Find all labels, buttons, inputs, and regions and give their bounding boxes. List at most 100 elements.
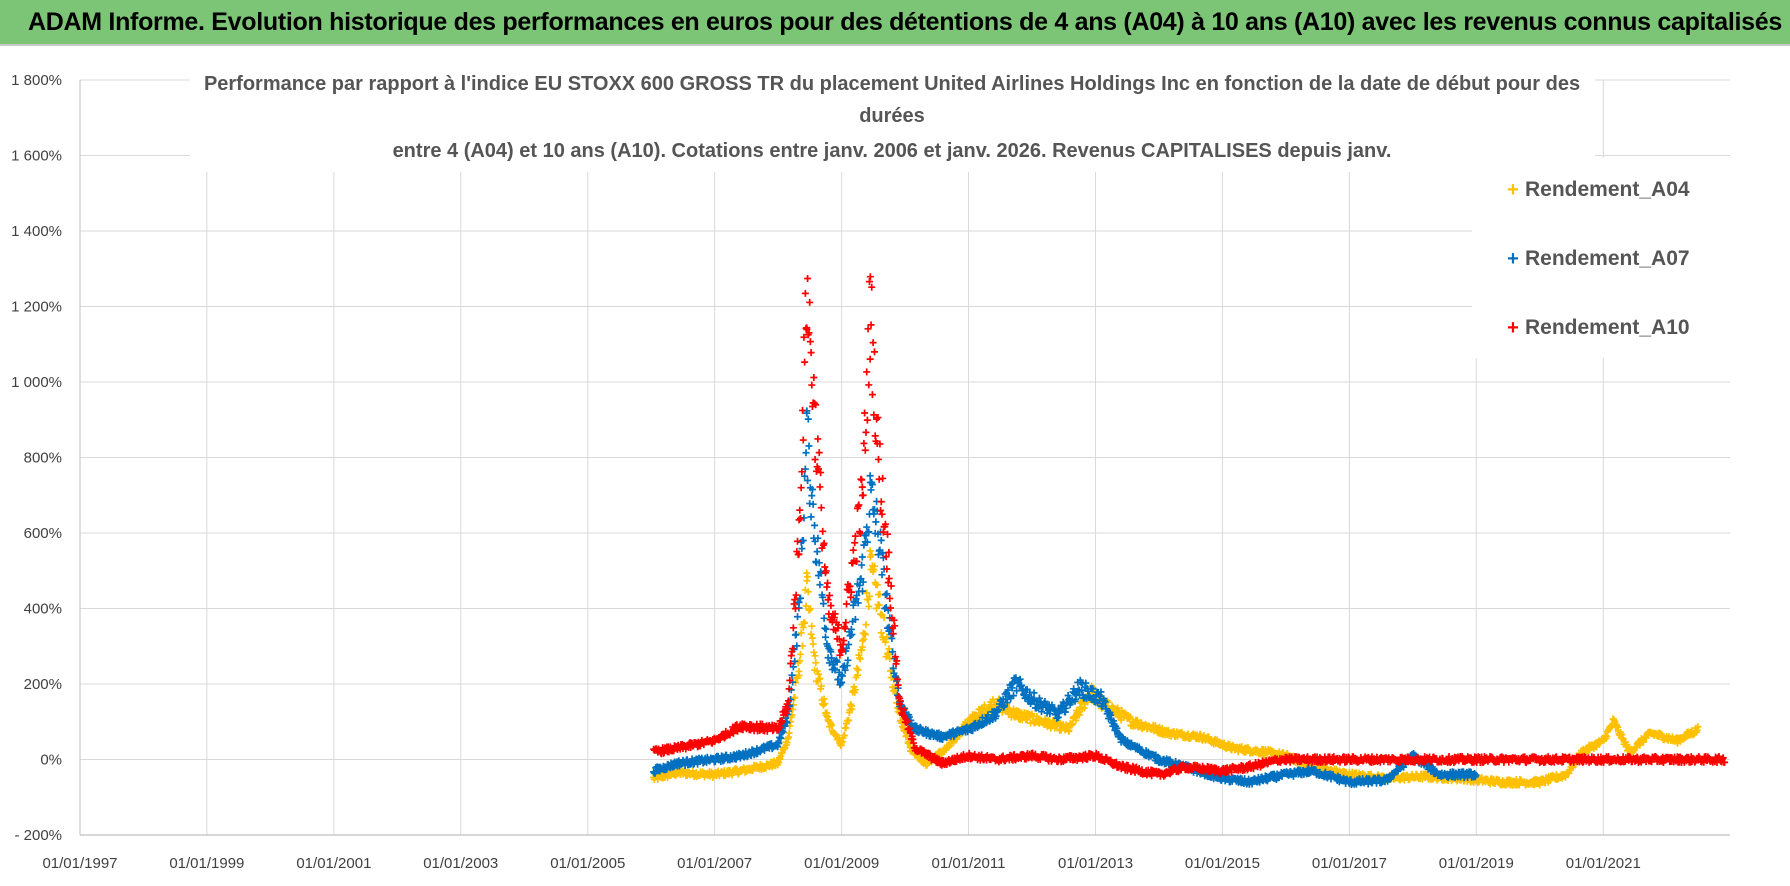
data-point-rendement_a10 [885,548,893,556]
data-point-rendement_a10 [894,681,902,689]
data-point-rendement_a10 [808,381,816,389]
data-point-rendement_a07 [837,671,845,679]
data-point-rendement_a10 [865,381,873,389]
data-point-rendement_a10 [901,712,909,720]
data-point-rendement_a10 [791,605,799,613]
data-point-rendement_a10 [806,338,814,346]
data-point-rendement_a07 [801,472,809,480]
data-point-rendement_a07 [866,472,874,480]
data-point-rendement_a10 [882,553,890,561]
data-point-rendement_a07 [838,672,846,680]
y-tick-label: 400% [24,601,62,618]
data-point-rendement_a10 [782,709,790,717]
data-point-rendement_a10 [865,278,873,286]
data-point-rendement_a04 [858,643,866,651]
data-point-rendement_a04 [856,655,864,663]
series-Rendement_A10 [650,273,1729,780]
data-point-rendement_a10 [900,706,908,714]
data-point-rendement_a07 [867,486,875,494]
data-point-rendement_a10 [860,439,868,447]
data-point-rendement_a10 [842,619,850,627]
x-tick-label: 01/01/1997 [42,855,117,872]
data-point-rendement_a07 [813,548,821,556]
data-point-rendement_a07 [856,581,864,589]
data-point-rendement_a10 [831,610,839,618]
data-point-rendement_a10 [893,657,901,665]
data-point-rendement_a10 [784,705,792,713]
data-point-rendement_a04 [875,601,883,609]
data-point-rendement_a10 [874,455,882,463]
data-point-rendement_a10 [878,510,886,518]
data-point-rendement_a04 [812,659,820,667]
data-point-rendement_a10 [797,484,805,492]
x-tick-label: 01/01/2019 [1439,855,1514,872]
data-point-rendement_a07 [872,518,880,526]
chart-title-line-2: durées [859,105,925,127]
data-point-rendement_a10 [799,436,807,444]
data-point-rendement_a04 [816,674,824,682]
data-point-rendement_a10 [784,697,792,705]
y-tick-label: 1 400% [11,223,62,240]
data-point-rendement_a07 [1113,724,1121,732]
data-point-rendement_a10 [795,516,803,524]
data-point-rendement_a07 [847,631,855,639]
x-tick-label: 01/01/2001 [296,855,371,872]
data-point-rendement_a10 [835,621,843,629]
data-point-rendement_a10 [881,520,889,528]
data-point-rendement_a07 [1016,675,1024,683]
y-tick-label: 1 000% [11,374,62,391]
data-point-rendement_a07 [796,594,804,602]
data-point-rendement_a07 [820,614,828,622]
data-point-rendement_a04 [801,619,809,627]
data-point-rendement_a07 [819,600,827,608]
data-point-rendement_a04 [845,716,853,724]
data-point-rendement_a10 [811,456,819,464]
data-point-rendement_a07 [858,553,866,561]
data-point-rendement_a10 [903,717,911,725]
data-point-rendement_a10 [791,596,799,604]
data-point-rendement_a10 [787,659,795,667]
data-point-rendement_a10 [804,275,812,283]
data-point-rendement_a04 [785,729,793,737]
data-point-rendement_a07 [1030,689,1038,697]
data-point-rendement_a04 [810,648,818,656]
data-point-rendement_a07 [851,616,859,624]
data-point-rendement_a07 [815,559,823,567]
data-point-rendement_a10 [886,604,894,612]
data-point-rendement_a10 [820,539,828,547]
data-point-rendement_a07 [809,500,817,508]
data-point-rendement_a04 [809,640,817,648]
data-point-rendement_a07 [858,561,866,569]
data-point-rendement_a04 [811,652,819,660]
legend: + Rendement_A04 + Rendement_A07 + Rendem… [1472,158,1732,358]
data-point-rendement_a04 [808,622,816,630]
data-point-rendement_a07 [808,485,816,493]
data-point-rendement_a04 [797,629,805,637]
data-point-rendement_a07 [805,442,813,450]
data-point-rendement_a07 [1400,763,1408,771]
x-tick-label: 01/01/2009 [804,855,879,872]
data-point-rendement_a07 [828,654,836,662]
data-point-rendement_a10 [883,565,891,573]
data-point-rendement_a07 [807,513,815,521]
data-point-rendement_a10 [877,507,885,515]
y-tick-label: 1 600% [11,148,62,165]
data-point-rendement_a10 [884,578,892,586]
data-point-rendement_a07 [1097,688,1105,696]
data-point-rendement_a10 [810,373,818,381]
data-point-rendement_a04 [871,562,879,570]
data-point-rendement_a10 [869,339,877,347]
data-point-rendement_a10 [861,446,869,454]
data-point-rendement_a10 [849,546,857,554]
data-point-rendement_a10 [891,622,899,630]
data-point-rendement_a10 [841,625,849,633]
data-point-rendement_a04 [1126,713,1134,721]
data-point-rendement_a04 [840,732,848,740]
data-point-rendement_a07 [1082,679,1090,687]
data-point-rendement_a07 [888,635,896,643]
data-point-rendement_a10 [858,476,866,484]
data-point-rendement_a04 [873,581,881,589]
data-point-rendement_a10 [874,414,882,422]
data-point-rendement_a07 [833,658,841,666]
